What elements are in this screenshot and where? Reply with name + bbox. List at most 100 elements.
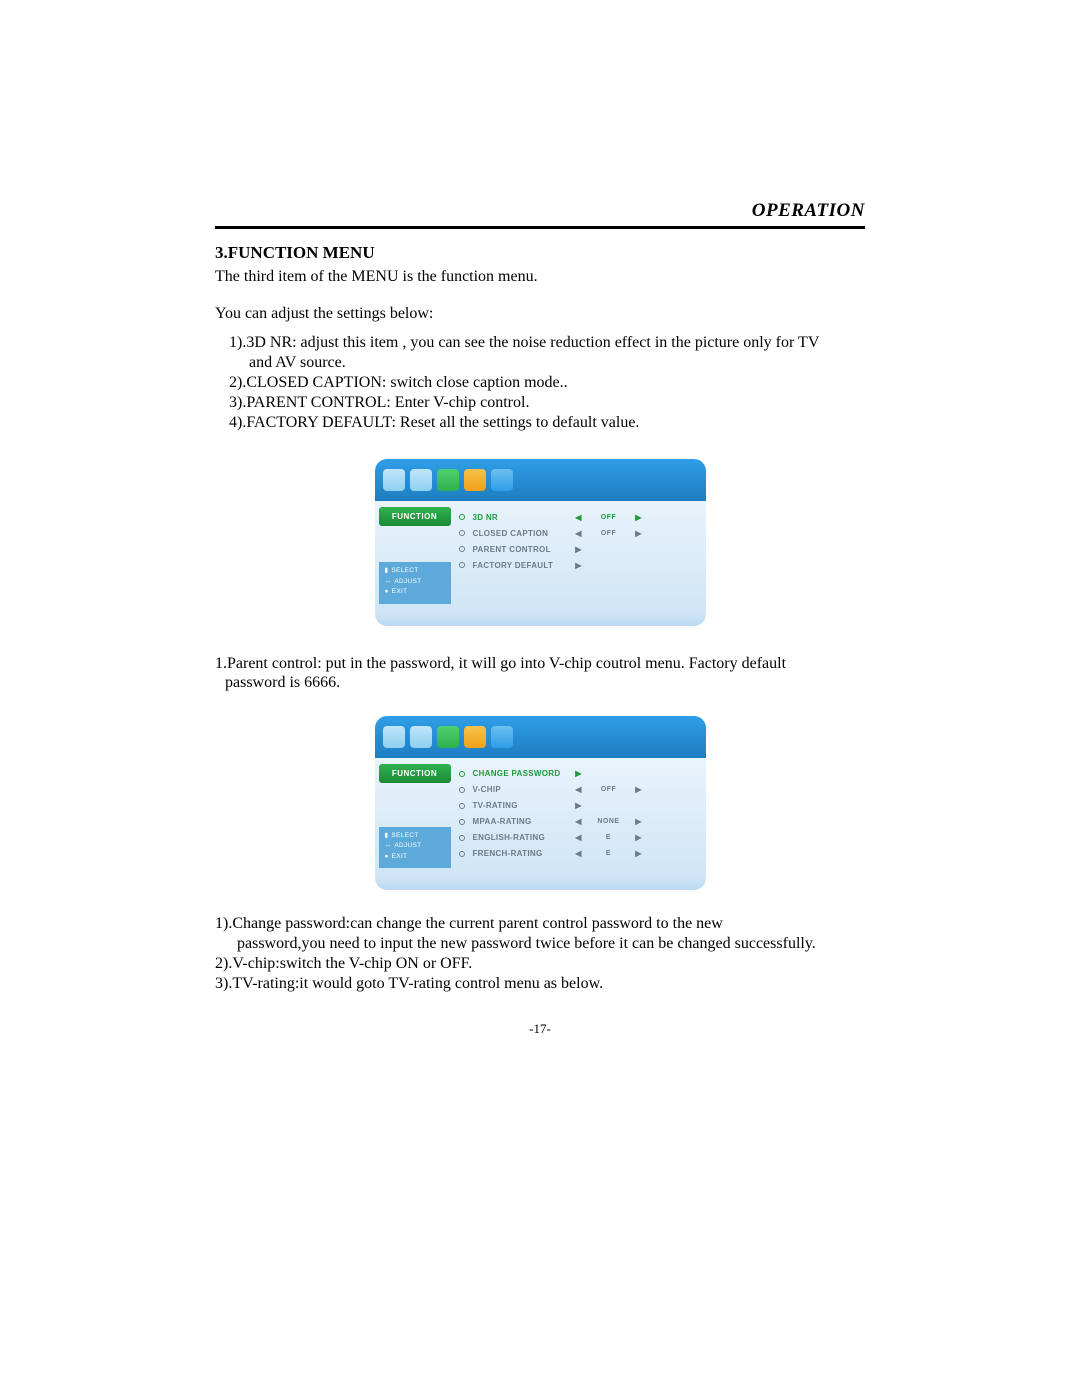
list-text: TV-rating:it would goto TV-rating contro… xyxy=(232,975,603,992)
hint-adjust-label: ADJUST xyxy=(394,577,421,587)
list-item: 2).CLOSED CAPTION: switch close caption … xyxy=(229,373,865,393)
row-bullet-icon xyxy=(459,530,465,536)
left-arrow-icon[interactable]: ◀ xyxy=(573,849,585,858)
leftright-icon: ↔ xyxy=(385,841,392,851)
osd-menu-row[interactable]: PARENT CONTROL▶ xyxy=(459,541,696,557)
page-header-title: OPERATION xyxy=(215,200,865,222)
row-bullet-icon xyxy=(459,546,465,552)
page-number: -17- xyxy=(0,1021,1080,1037)
row-label: ENGLISH-RATING xyxy=(473,833,569,842)
row-label: MPAA-RATING xyxy=(473,817,569,826)
list-item: 1).Change password:can change the curren… xyxy=(215,914,865,954)
osd-hints: ▮SELECT ↔ADJUST ●EXIT xyxy=(379,562,451,603)
osd-menu-row[interactable]: 3D NR◀OFF▶ xyxy=(459,509,696,525)
row-value: E xyxy=(589,834,629,841)
tab-audio-icon[interactable] xyxy=(410,726,432,748)
leftright-icon: ↔ xyxy=(385,577,392,587)
row-bullet-icon xyxy=(459,562,465,568)
osd-footer xyxy=(375,878,706,890)
osd-category-label: FUNCTION xyxy=(379,507,451,526)
tab-picture-icon[interactable] xyxy=(383,726,405,748)
row-label: 3D NR xyxy=(473,513,569,522)
tab-time-icon[interactable] xyxy=(464,726,486,748)
mid-para-line1: 1.Parent control: put in the password, i… xyxy=(215,654,865,673)
list-text: 3D NR: adjust this item , you can see th… xyxy=(246,334,819,351)
left-arrow-icon[interactable]: ◀ xyxy=(573,513,585,522)
list-item: 1).3D NR: adjust this item , you can see… xyxy=(229,333,865,373)
row-bullet-icon xyxy=(459,819,465,825)
list-text: Change password:can change the current p… xyxy=(232,915,723,932)
list-number: 1). xyxy=(215,915,232,932)
tab-setup-icon[interactable] xyxy=(491,726,513,748)
mid-para-line2: password is 6666. xyxy=(215,673,865,692)
right-arrow-icon[interactable]: ▶ xyxy=(633,529,645,538)
list-number: 4). xyxy=(229,414,246,431)
osd-footer xyxy=(375,614,706,626)
osd-menu-1: FUNCTION ▮SELECT ↔ADJUST ●EXIT 3D NR ◀ OFF… xyxy=(375,459,706,625)
osd-menu-row[interactable]: CLOSED CAPTION ◀ OFF ▶ xyxy=(459,525,696,541)
list-number: 1). xyxy=(229,334,246,351)
row-bullet-icon xyxy=(459,835,465,841)
osd-menu-row[interactable]: TV-RATING▶ xyxy=(459,798,696,814)
osd-menu-row[interactable]: ENGLISH-RATING ◀ E ▶ xyxy=(459,830,696,846)
section-heading: 3.FUNCTION MENU xyxy=(215,243,865,263)
tab-function-icon[interactable] xyxy=(437,726,459,748)
hint-exit: ●EXIT xyxy=(385,587,451,597)
osd-menu-row[interactable]: CHANGE PASSWORD▶ xyxy=(459,766,696,782)
osd-menu-row[interactable]: FACTORY DEFAULT▶ xyxy=(459,557,696,573)
osd-tab-bar xyxy=(375,716,706,758)
left-arrow-icon[interactable]: ◀ xyxy=(573,529,585,538)
list-item: 3).TV-rating:it would goto TV-rating con… xyxy=(215,974,865,994)
row-value: E xyxy=(589,850,629,857)
dot-icon: ● xyxy=(385,852,389,862)
list-text: PARENT CONTROL: Enter V-chip control. xyxy=(246,394,529,411)
tab-time-icon[interactable] xyxy=(464,469,486,491)
hint-exit: ●EXIT xyxy=(385,852,451,862)
list-item: 3).PARENT CONTROL: Enter V-chip control. xyxy=(229,393,865,413)
enter-arrow-icon[interactable]: ▶ xyxy=(573,545,585,554)
tab-audio-icon[interactable] xyxy=(410,469,432,491)
row-bullet-icon xyxy=(459,771,465,777)
updown-icon: ▮ xyxy=(385,566,389,576)
right-arrow-icon[interactable]: ▶ xyxy=(633,785,645,794)
osd-category-label: FUNCTION xyxy=(379,764,451,783)
right-arrow-icon[interactable]: ▶ xyxy=(633,833,645,842)
osd-left-pane: FUNCTION ▮SELECT ↔ADJUST ●EXIT xyxy=(375,758,455,878)
osd-menu-row[interactable]: MPAA-RATING◀NONE▶ xyxy=(459,814,696,830)
list-text: CLOSED CAPTION: switch close caption mod… xyxy=(246,374,567,391)
right-arrow-icon[interactable]: ▶ xyxy=(633,849,645,858)
osd-tab-bar xyxy=(375,459,706,501)
osd-menu-row[interactable]: V-CHIP◀OFF▶ xyxy=(459,782,696,798)
left-arrow-icon[interactable]: ◀ xyxy=(573,817,585,826)
row-label: CLOSED CAPTION xyxy=(473,529,569,538)
hint-adjust: ↔ADJUST xyxy=(385,841,451,851)
osd-body: FUNCTION ▮SELECT ↔ADJUST ●EXIT 3D NR ◀ OFF… xyxy=(375,501,706,613)
osd-items: 3D NR◀OFF▶CLOSED CAPTION◀OFF▶PARENT CONT… xyxy=(455,501,706,613)
osd-panel: FUNCTION ▮SELECT ↔ADJUST ●EXIT 3D NR ◀ OFF… xyxy=(375,459,706,625)
row-label: FRENCH-RATING xyxy=(473,849,569,858)
osd-menu-2: FUNCTION ▮SELECT ↔ADJUST ●EXIT CHANGE PA… xyxy=(375,716,706,890)
left-arrow-icon[interactable]: ◀ xyxy=(573,785,585,794)
osd-items: CHANGE PASSWORD▶V-CHIP◀OFF▶TV-RATING▶MPA… xyxy=(455,758,706,878)
enter-arrow-icon[interactable]: ▶ xyxy=(573,561,585,570)
left-arrow-icon[interactable]: ◀ xyxy=(573,833,585,842)
right-arrow-icon[interactable]: ▶ xyxy=(633,817,645,826)
bottom-list: 1).Change password:can change the curren… xyxy=(215,914,865,994)
hint-adjust-label: ADJUST xyxy=(394,841,421,851)
right-arrow-icon[interactable]: ▶ xyxy=(633,513,645,522)
mid-paragraph: 1.Parent control: put in the password, i… xyxy=(215,654,865,692)
osd-menu-row[interactable]: FRENCH-RATING ◀ E ▶ xyxy=(459,846,696,862)
tab-picture-icon[interactable] xyxy=(383,469,405,491)
row-value: OFF xyxy=(589,786,629,793)
tab-function-icon[interactable] xyxy=(437,469,459,491)
enter-arrow-icon[interactable]: ▶ xyxy=(573,801,585,810)
enter-arrow-icon[interactable]: ▶ xyxy=(573,769,585,778)
hint-select: ▮SELECT xyxy=(385,831,451,841)
list-number: 3). xyxy=(215,975,232,992)
row-value: OFF xyxy=(589,530,629,537)
header-rule xyxy=(215,226,865,229)
tab-setup-icon[interactable] xyxy=(491,469,513,491)
hint-exit-label: EXIT xyxy=(392,587,408,597)
list-item: 4).FACTORY DEFAULT: Reset all the settin… xyxy=(229,413,865,433)
updown-icon: ▮ xyxy=(385,831,389,841)
